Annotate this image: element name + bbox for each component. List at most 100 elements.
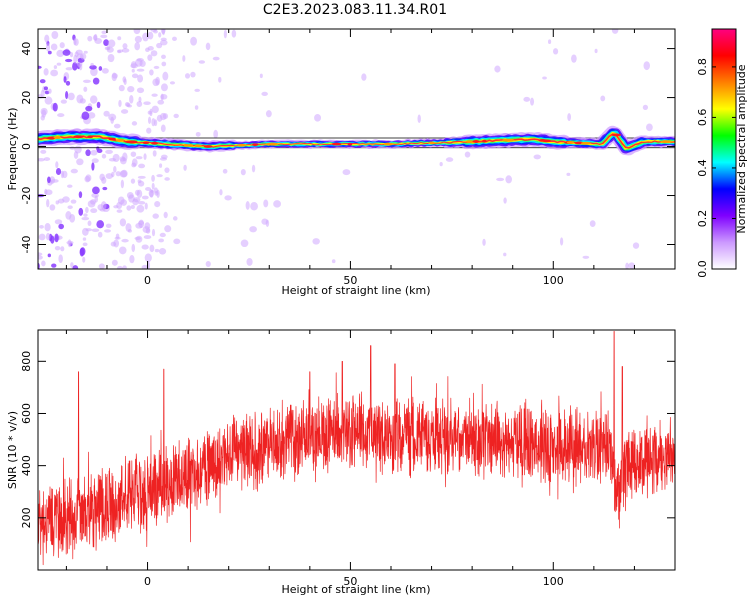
spectral-noise-blob: [131, 243, 136, 253]
spectral-noise-blob: [152, 150, 157, 157]
snr-panel: 0 50 100 200 400 600 800 Height of straight li…: [6, 329, 676, 596]
ridge-peak-blob: [331, 142, 342, 146]
spectral-noise-blob: [91, 228, 100, 232]
ridge-peak-blob: [542, 139, 552, 143]
spectral-noise-blob: [417, 114, 421, 123]
spectral-noise-blob: [143, 101, 151, 105]
spectral-noise-blob: [138, 96, 142, 103]
ridge-peak-blob: [265, 142, 277, 146]
spectral-noise-blob: [50, 235, 55, 244]
spectral-noise-blob: [107, 53, 115, 63]
spectral-noise-blob: [67, 205, 73, 210]
spectral-noise-blob: [643, 61, 650, 71]
spectral-noise-blob: [85, 206, 89, 214]
spectral-noise-blob: [38, 157, 45, 162]
spectral-noise-blob: [118, 246, 127, 255]
spectral-noise-blob: [142, 226, 151, 233]
spectrogram-x-tick-label: 50: [343, 274, 357, 287]
spectral-noise-blob: [126, 205, 132, 211]
spectral-noise-blob: [533, 154, 541, 160]
spectral-noise-blob: [505, 175, 513, 184]
ridge-band-6: [641, 140, 662, 143]
spectral-noise-blob: [116, 209, 123, 213]
spectral-noise-blob: [158, 248, 167, 255]
spectral-noise-blob: [133, 197, 141, 203]
spectral-noise-blob: [503, 252, 507, 257]
ridge-band-6: [349, 142, 370, 145]
spectral-noise-blob: [55, 161, 59, 169]
spectral-noise-blob: [138, 219, 145, 229]
ridge-band-6: [485, 139, 507, 143]
ridge-peak-blob: [87, 135, 94, 139]
spectral-noise-blob: [41, 260, 46, 267]
ridge-band-6: [446, 140, 468, 144]
spectral-noise-blob: [67, 184, 73, 188]
spectral-noise-blob: [98, 263, 105, 269]
spectral-noise-blob: [67, 92, 75, 101]
colorbar-tick-label: 0.6: [696, 109, 709, 127]
spectral-noise-blob: [73, 151, 79, 159]
spectral-noise-blob: [92, 186, 100, 195]
spectral-noise-blob: [97, 231, 103, 238]
spectral-noise-blob: [136, 101, 143, 107]
spectral-noise-blob: [137, 74, 144, 83]
spectral-noise-blob: [153, 187, 158, 194]
ridge-peak-blob: [53, 136, 62, 139]
spectral-noise-blob: [120, 109, 129, 114]
spectral-noise-blob: [105, 173, 114, 179]
spectral-noise-blob: [164, 225, 172, 233]
spectral-noise-blob: [65, 80, 71, 86]
spectral-noise-blob: [219, 189, 223, 196]
ridge-peak-blob: [252, 143, 259, 147]
snr-y-tick-label: 800: [20, 351, 33, 372]
colorbar-tick-label: 0.8: [696, 58, 709, 76]
spectral-noise-blob: [134, 58, 143, 67]
snr-y-tick-label: 400: [20, 455, 33, 476]
spectral-noise-blob: [162, 71, 169, 81]
spectral-noise-blob: [44, 189, 53, 196]
spectral-noise-blob: [251, 164, 256, 173]
spectral-noise-blob: [121, 48, 130, 53]
spectral-noise-blob: [111, 259, 118, 266]
spectral-noise-blob: [131, 68, 135, 73]
ridge-peak-blob: [125, 140, 137, 144]
spectral-noise-blob: [134, 189, 140, 196]
spectral-noise-blob: [123, 78, 127, 85]
spectral-noise-blob: [98, 66, 103, 71]
colorbar: 0.0 0.2 0.4 0.6 0.8 Normalized spectral ampl…: [696, 28, 748, 278]
spectral-noise-blob: [101, 68, 109, 74]
spectral-noise-blob: [90, 95, 98, 104]
spectral-noise-blob: [628, 262, 636, 269]
ridge-band-6: [212, 144, 234, 148]
spectral-noise-blob: [49, 204, 56, 211]
spectral-noise-blob: [156, 174, 163, 178]
spectral-noise-blob: [82, 79, 91, 83]
spectral-noise-blob: [222, 168, 228, 174]
spectral-noise-blob: [39, 224, 44, 229]
figure-title: C2E3.2023.083.11.34.R01: [263, 2, 447, 18]
spectral-noise-blob: [149, 69, 154, 76]
spectral-noise-blob: [159, 232, 166, 238]
spectral-noise-blob: [136, 68, 145, 72]
spectral-noise-blob: [72, 62, 78, 71]
spectral-noise-blob: [137, 175, 146, 179]
spectral-noise-blob: [117, 196, 125, 205]
spectral-noise-blob: [571, 54, 577, 63]
spectral-noise-blob: [151, 174, 155, 182]
colorbar-tick-label: 0.2: [696, 210, 709, 228]
spectral-noise-blob: [101, 176, 107, 184]
ridge-peak-blob: [347, 142, 353, 146]
spectral-noise-blob: [101, 30, 107, 35]
spectral-noise-blob: [70, 168, 78, 174]
spectral-noise-blob: [96, 101, 101, 109]
spectral-noise-blob: [314, 114, 322, 122]
spectral-noise-blob: [105, 223, 112, 228]
spectral-noise-blob: [594, 48, 598, 54]
ridge-peak-blob: [46, 136, 56, 140]
spectral-noise-blob: [190, 71, 196, 78]
spectral-noise-blob: [530, 97, 535, 106]
spectral-noise-blob: [154, 200, 161, 208]
spectral-noise-blob: [51, 30, 59, 40]
spectral-noise-blob: [145, 47, 150, 52]
ridge-peak-blob: [465, 140, 475, 144]
